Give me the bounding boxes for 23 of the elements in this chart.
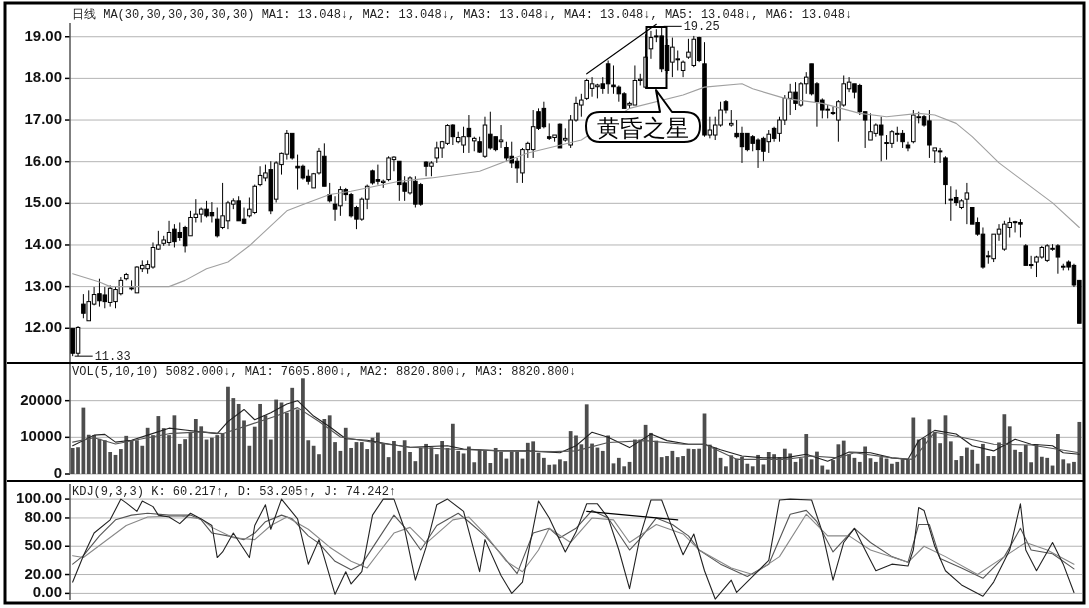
chart-title: 日线 MA(30,30,30,30,30,30) MA1: 13.048↓, MA2: 13.048↓, MA3: 13.048↓, MA4: 13.048↓, MA5: 13.048↓, MA6: 13.048↓ xyxy=(72,8,853,22)
y-tick-label: 15.00 xyxy=(24,193,62,211)
y-tick-label: 14.00 xyxy=(24,234,62,252)
y-tick-label: 20000 xyxy=(20,390,62,408)
y-tick-label: 0.00 xyxy=(32,583,62,601)
y-tick-label: 0 xyxy=(53,464,62,481)
y-tick-label: 100.00 xyxy=(16,489,62,507)
annotation: 11.33 xyxy=(94,350,131,365)
y-tick-label: 13.00 xyxy=(24,276,62,294)
y-tick-label: 12.00 xyxy=(24,318,62,336)
y-tick-label: 17.00 xyxy=(24,110,62,128)
y-tick-label: 20.00 xyxy=(24,564,62,582)
y-tick-label: 50.00 xyxy=(24,536,62,554)
chart-title: KDJ(9,3,3) K: 60.217↑, D: 53.205↑, J: 74.242↑ xyxy=(72,485,397,499)
annotation: 19.25 xyxy=(683,20,720,35)
y-tick-label: 10000 xyxy=(20,427,62,445)
chart-title: VOL(5,10,10) 5082.000↓, MA1: 7605.800↓, MA2: 8820.800↓, MA3: 8820.800↓ xyxy=(72,365,577,379)
y-tick-label: 19.00 xyxy=(24,26,62,44)
y-tick-label: 80.00 xyxy=(24,507,62,525)
y-tick-label: 16.00 xyxy=(24,151,62,169)
y-tick-label: 18.00 xyxy=(24,68,62,86)
callout-evening-star: 黄昏之星 xyxy=(585,89,701,143)
annotation: 黄昏之星 xyxy=(597,115,689,141)
